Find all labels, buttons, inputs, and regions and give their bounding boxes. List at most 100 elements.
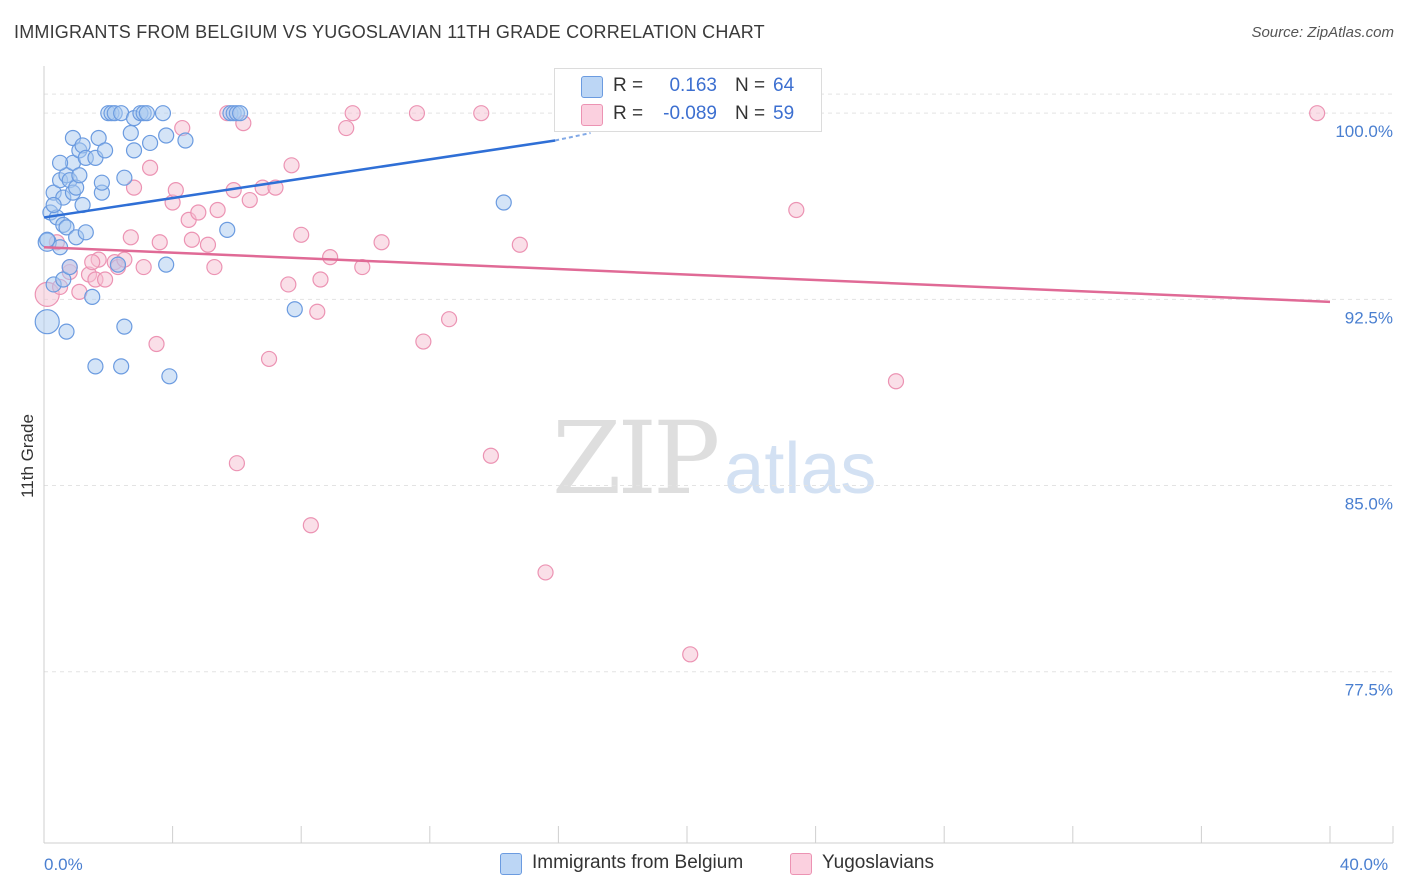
correlation-legend: R = 0.163 N = 64 R = -0.089 N = 59 [554, 68, 822, 132]
yugoslavians-trend-line [43, 245, 1331, 304]
y-tick-label: 92.5% [1345, 308, 1393, 327]
chart-title: IMMIGRANTS FROM BELGIUM VS YUGOSLAVIAN 1… [14, 22, 765, 42]
yugoslavians-point [141, 159, 159, 176]
belgium-point [286, 301, 303, 318]
yugoslavians-point [788, 201, 805, 219]
yugoslavians-point [312, 271, 329, 288]
y-tick-label: 85.0% [1345, 495, 1393, 514]
belgium-point [122, 124, 139, 142]
yugoslavians-point [338, 119, 355, 137]
yugoslavians-point [1309, 105, 1326, 122]
gridlines [44, 93, 1392, 673]
belgium-point [116, 169, 133, 186]
yugoslavians-point [209, 201, 226, 219]
tick-labels: 100.0% 92.5% 85.0% 77.5% 0.0% 40.0% [44, 122, 1393, 874]
yugoslavians-point [293, 226, 310, 243]
yugoslavians-point [241, 191, 258, 209]
x-tick-label: 0.0% [44, 855, 83, 874]
belgium-points [34, 105, 512, 385]
belgium-point [138, 105, 155, 122]
belgium-point [96, 142, 114, 159]
yugoslavians-legend-swatch [790, 853, 812, 875]
belgium-point [125, 142, 143, 159]
belgium-point [58, 219, 75, 236]
yugoslavians-point [373, 234, 390, 251]
yugoslavians-point [537, 564, 554, 581]
belgium-point [154, 105, 172, 122]
legend-n-label: N = [735, 103, 766, 124]
belgium-point [34, 309, 60, 335]
trend-lines [43, 132, 1331, 304]
belgium-trend-line [43, 139, 556, 219]
belgium-point [84, 288, 101, 305]
yugoslavians-point [199, 236, 217, 253]
belgium-point [87, 358, 104, 375]
y-tick-label: 77.5% [1345, 681, 1393, 700]
yugoslavians-point [408, 105, 426, 122]
yugoslavians-point [682, 646, 699, 663]
yugoslavians-point [440, 311, 458, 328]
yugoslavians-point [302, 517, 319, 534]
belgium-point [45, 196, 62, 214]
legend-n-label: N = [735, 75, 766, 96]
belgium-swatch [581, 76, 603, 98]
yugoslavians-point [206, 258, 223, 276]
legend-r-label: R = [613, 75, 644, 96]
belgium-point [232, 105, 249, 122]
legend-r-label: R = [613, 103, 644, 124]
legend-n-value-yugoslavians: 59 [773, 103, 795, 124]
belgium-trend-extension [554, 132, 591, 142]
source-label: Source: ZipAtlas.com [1251, 24, 1394, 41]
belgium-point [61, 258, 78, 276]
yugoslavians-point [511, 236, 528, 253]
legend-r-value-yugoslavians: -0.089 [663, 103, 717, 124]
yugoslavians-point [125, 179, 143, 196]
yugoslavians-point [260, 350, 278, 368]
yugoslavians-point [280, 276, 297, 293]
yugoslavians-point [190, 204, 207, 221]
axes [43, 66, 1394, 844]
belgium-point [109, 256, 127, 273]
belgium-legend-swatch [500, 853, 522, 875]
legend-row-yugoslavians: R = -0.089 N = 59 [555, 101, 821, 127]
yugoslavians-point [887, 373, 905, 390]
y-tick-label: 100.0% [1335, 122, 1393, 141]
yugoslavians-point [482, 447, 499, 464]
yugoslavians-point [309, 303, 326, 320]
yugoslavians-point [167, 182, 184, 199]
belgium-point [116, 318, 133, 335]
x-tick-label: 40.0% [1340, 855, 1388, 874]
yugoslavians-point [84, 254, 101, 271]
yugoslavians-point [344, 105, 361, 122]
yugoslavians-point [151, 234, 168, 251]
yugoslavians-point [96, 271, 114, 288]
belgium-point [141, 134, 159, 152]
yugoslavians-point [415, 333, 432, 350]
y-axis-title: 11th Grade [18, 414, 37, 498]
yugoslavians-point [122, 229, 139, 246]
yugoslavians-legend-label: Yugoslavians [822, 852, 934, 873]
belgium-point [77, 224, 94, 241]
belgium-point [158, 256, 175, 273]
belgium-point [219, 221, 236, 238]
yugoslavians-point [322, 249, 339, 266]
belgium-point [158, 127, 175, 144]
yugoslavians-point [473, 105, 490, 122]
yugoslavians-swatch [581, 104, 603, 126]
belgium-point [495, 194, 512, 211]
yugoslavians-point [148, 335, 165, 353]
belgium-point [51, 154, 69, 171]
yugoslavians-point [183, 231, 200, 248]
belgium-legend-label: Immigrants from Belgium [532, 852, 744, 873]
yugoslavians-point [135, 258, 152, 276]
yugoslavians-point [283, 157, 300, 174]
yugoslavians-point [228, 455, 245, 472]
belgium-point [93, 174, 110, 191]
belgium-point [58, 323, 75, 340]
belgium-point [113, 358, 130, 375]
belgium-point [177, 132, 194, 149]
legend-r-value-belgium: 0.163 [669, 75, 717, 96]
belgium-point [161, 368, 178, 385]
belgium-point [71, 167, 88, 184]
